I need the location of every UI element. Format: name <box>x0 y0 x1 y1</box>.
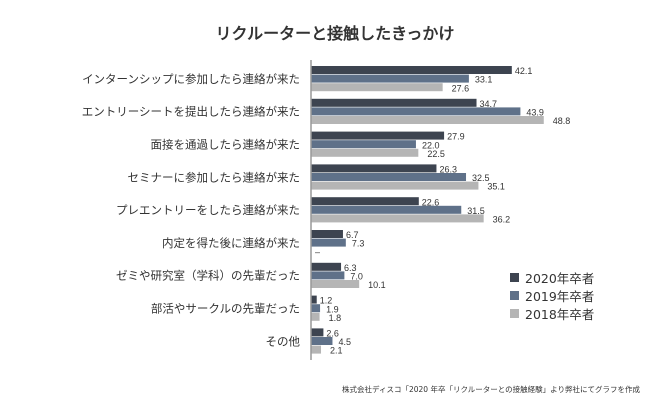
data-label: 34.7 <box>480 99 498 109</box>
bar-2018年卒者 <box>311 280 360 288</box>
bar-2018年卒者 <box>311 148 419 157</box>
category-label: インターンシップに参加したら連絡が来た <box>82 72 300 86</box>
data-label: 7.3 <box>352 239 365 249</box>
data-label: 7.0 <box>350 272 363 282</box>
data-label: 2.6 <box>326 329 339 339</box>
category-label: エントリーシートを提出したら連絡が来た <box>82 105 300 119</box>
data-label: 33.1 <box>475 75 493 85</box>
legend-item-2020: 2020年卒者 <box>510 268 594 286</box>
data-label: 36.2 <box>493 215 511 225</box>
data-label: 22.0 <box>422 140 440 150</box>
category-label: 内定を得た後に連絡が来た <box>162 236 300 250</box>
data-label: 32.5 <box>472 173 490 183</box>
legend-swatch <box>510 290 519 300</box>
data-label: 1.8 <box>329 313 342 323</box>
bar-2018年卒者 <box>311 312 320 321</box>
data-label: 22.5 <box>427 149 445 159</box>
bar-2018年卒者 <box>311 214 484 223</box>
legend-swatch <box>510 308 519 318</box>
legend: 2020年卒者 2019年卒者 2018年卒者 <box>510 268 594 322</box>
legend-label: 2018年卒者 <box>525 306 595 322</box>
bar-2020年卒者 <box>311 98 477 107</box>
data-label: 27.6 <box>452 83 470 93</box>
bar-2019年卒者 <box>311 205 462 214</box>
bar-2019年卒者 <box>311 74 469 83</box>
legend-swatch <box>510 272 519 282</box>
category-label: セミナーに参加したら連絡が来た <box>128 170 301 184</box>
bar-2019年卒者 <box>311 173 467 181</box>
data-label: 42.1 <box>515 66 533 76</box>
data-label: 4.5 <box>338 337 351 347</box>
bar-2020年卒者 <box>311 230 343 238</box>
category-label: 面接を通過したら連絡が来た <box>151 138 301 152</box>
data-label: 35.1 <box>487 182 505 192</box>
bar-2018年卒者 <box>311 116 544 124</box>
category-label: ゼミや研究室（学科）の先輩だった <box>116 269 300 283</box>
bar-2020年卒者 <box>311 66 512 74</box>
bar-2018年卒者 <box>311 345 322 354</box>
bar-2019年卒者 <box>311 107 521 116</box>
legend-item-2018: 2018年卒者 <box>510 304 594 322</box>
bar-2019年卒者 <box>311 337 333 345</box>
missing-label: – <box>315 247 320 257</box>
bar-2018年卒者 <box>311 181 479 190</box>
category-label: プレエントリーをしたら連絡が来た <box>116 203 300 217</box>
bar-2020年卒者 <box>311 131 445 140</box>
data-label: 31.5 <box>467 206 485 216</box>
bar-2020年卒者 <box>311 164 437 173</box>
legend-label: 2019年卒者 <box>525 288 595 304</box>
data-label: 2.1 <box>330 346 343 356</box>
bar-2019年卒者 <box>311 238 346 247</box>
bar-2018年卒者 <box>311 83 443 92</box>
legend-item-2019: 2019年卒者 <box>510 286 594 304</box>
bar-2020年卒者 <box>311 295 317 304</box>
data-label: 48.8 <box>553 116 571 126</box>
bar-2019年卒者 <box>311 304 321 313</box>
data-label: 10.1 <box>368 280 386 290</box>
chart-title: リクルーターと接触したきっかけ <box>215 24 455 43</box>
data-label: 26.3 <box>439 165 457 175</box>
bar-2020年卒者 <box>311 262 342 271</box>
category-label: 部活やサークルの先輩だった <box>151 302 300 316</box>
data-label: 1.9 <box>326 304 339 314</box>
data-label: 6.3 <box>344 263 357 273</box>
data-label: 27.9 <box>447 132 465 142</box>
bar-2020年卒者 <box>311 328 324 337</box>
data-label: 22.6 <box>422 197 440 207</box>
legend-label: 2020年卒者 <box>525 270 595 286</box>
data-label: 1.2 <box>320 296 333 306</box>
bar-2019年卒者 <box>311 271 345 280</box>
bar-2019年卒者 <box>311 140 416 149</box>
data-label: 43.9 <box>526 108 544 118</box>
category-label: その他 <box>266 334 301 348</box>
source-note: 株式会社ディスコ「2020 年卒「リクルーターとの接触経験」より弊社にてグラフを… <box>342 385 640 394</box>
bar-2020年卒者 <box>311 197 419 206</box>
data-label: 6.7 <box>346 230 359 240</box>
